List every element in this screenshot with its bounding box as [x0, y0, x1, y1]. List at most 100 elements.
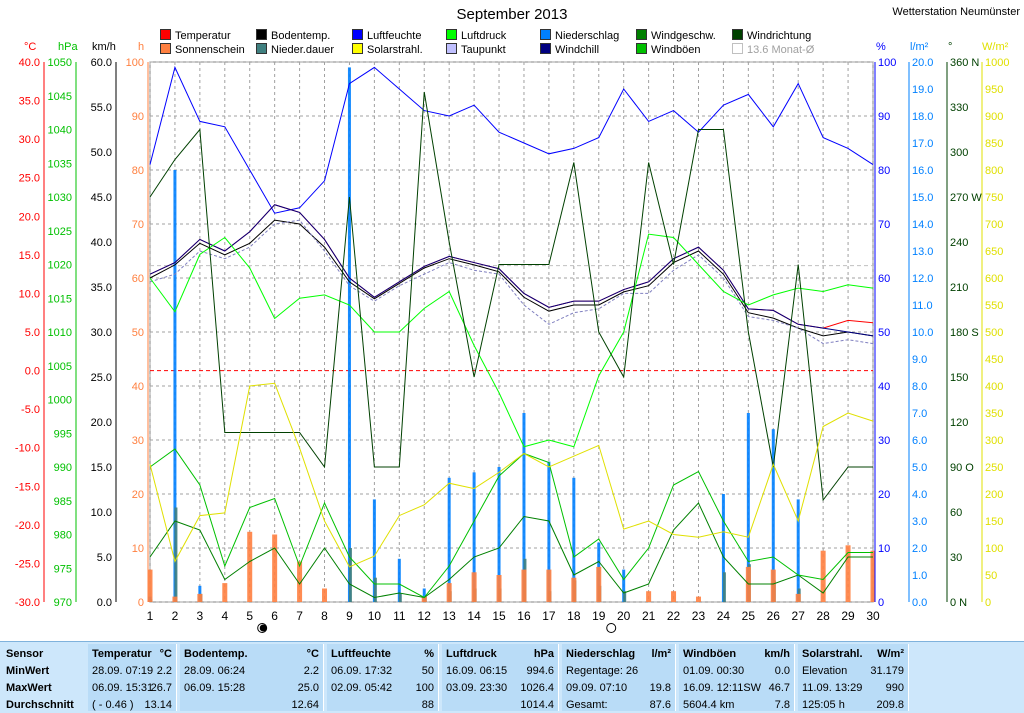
bar-niederschlag — [572, 477, 576, 602]
legend-swatch — [732, 43, 743, 54]
legend-item: Windböen — [636, 43, 701, 56]
stats-panel-title: Windböen — [683, 648, 737, 660]
series-windgeschw — [149, 502, 873, 599]
y-tick-label: 60 — [950, 507, 962, 519]
legend-swatch — [256, 43, 267, 54]
y-tick-label: 6.0 — [912, 435, 927, 447]
y-tick-label: 1045 — [48, 91, 72, 103]
bar-sonnenschein — [820, 550, 826, 602]
y-tick-label: 70 — [132, 219, 144, 231]
y-tick-label: 1030 — [48, 192, 72, 204]
legend-swatch — [446, 43, 457, 54]
y-tick-label: 40 — [878, 381, 890, 393]
stats-cell-label: 16.09. 12:11SW — [683, 682, 762, 694]
weather-chart: 1 2 3 4 5 6 7 8 9 10 11 12 13 14 15 16 17 18 19 20 21 22 23 24 2… — [15, 41, 1009, 633]
x-tick-label: 12 — [418, 609, 432, 623]
y-tick-label: 5.0 — [912, 462, 927, 474]
bar-niederschlag — [771, 429, 775, 602]
axis-unit-label: % — [876, 41, 886, 53]
y-tick-label: 1025 — [48, 226, 72, 238]
bar-niederschlag — [721, 494, 725, 602]
legend-label: Solarstrahl. — [367, 44, 423, 56]
y-tick-label: 980 — [54, 530, 72, 542]
stats-panel: Luftdruck hPa 16.09. 06:15 994.6 03.09. 23:3… — [442, 644, 559, 711]
y-tick-label: 20.0 — [912, 57, 933, 69]
y-tick-label: 30 — [132, 435, 144, 447]
legend-item: Temperatur — [160, 29, 231, 42]
y-tick-label: 50.0 — [91, 147, 112, 159]
stats-cell-value: 13.14 — [144, 699, 172, 711]
y-tick-label: 1020 — [48, 260, 72, 272]
stats-row-label: MaxWert — [6, 682, 52, 694]
y-tick-label: 985 — [54, 496, 72, 508]
x-tick-label: 19 — [592, 609, 606, 623]
stats-panel-title: Niederschlag — [566, 648, 636, 660]
x-tick-label: 18 — [567, 609, 581, 623]
stats-cell-label: ( - 0.46 ) — [92, 699, 134, 711]
stats-cell-label: Elevation — [802, 665, 848, 677]
bar-sonnenschein — [770, 569, 776, 602]
x-tick-label: 8 — [321, 609, 328, 623]
y-tick-label: 0 — [138, 597, 144, 609]
bar-niederschlag — [397, 558, 401, 602]
y-tick-label: 18.0 — [912, 111, 933, 123]
legend-swatch — [540, 29, 551, 40]
y-tick-label: 15.0 — [91, 462, 112, 474]
series-bodentemp — [149, 219, 874, 337]
stats-panel-unit: hPa — [533, 648, 554, 660]
y-tick-label: 80 — [878, 165, 890, 177]
y-tick-label: 60.0 — [91, 57, 112, 69]
legend-item: 13.6 Monat-Ø — [732, 43, 814, 56]
x-tick-label: 16 — [517, 609, 531, 623]
stats-panel-title: Temperatur — [92, 648, 152, 660]
y-tick-label: 7.0 — [912, 408, 927, 420]
stats-cell-value: 2.2 — [303, 665, 319, 677]
y-tick-label: 1035 — [48, 158, 72, 170]
stats-cell-value: 31.179 — [870, 665, 904, 677]
x-tick-label: 24 — [717, 609, 731, 623]
legend-swatch — [160, 43, 171, 54]
bar-niederschlag — [622, 569, 626, 602]
x-tick-label: 20 — [617, 609, 631, 623]
y-tick-label: -15.0 — [15, 481, 40, 493]
bar-niederschlag — [796, 499, 800, 602]
stats-panel-unit: % — [424, 648, 434, 660]
stats-cell-value: 19.8 — [649, 682, 671, 694]
bar-sonnenschein — [147, 569, 153, 602]
y-tick-label: 13.0 — [912, 246, 933, 258]
y-tick-label: 50 — [878, 327, 890, 339]
y-tick-label: 20 — [878, 489, 890, 501]
y-tick-label: 180 S — [950, 327, 979, 339]
y-tick-label: 25.0 — [19, 173, 40, 185]
x-tick-label: 10 — [368, 609, 382, 623]
y-tick-label: 750 — [985, 192, 1003, 204]
y-tick-label: 0.0 — [25, 366, 40, 378]
bar-niederdauer — [174, 507, 178, 602]
y-tick-label: 20 — [132, 489, 144, 501]
y-tick-label: 970 — [54, 597, 72, 609]
legend-label: Luftdruck — [461, 30, 507, 42]
y-tick-label: -25.0 — [15, 558, 40, 570]
legend-swatch — [352, 43, 363, 54]
x-tick-label: 11 — [393, 609, 406, 623]
y-tick-label: 990 — [54, 462, 72, 474]
bar-sonnenschein — [546, 569, 552, 602]
bar-sonnenschein — [521, 569, 527, 602]
bar-niederschlag — [522, 413, 526, 602]
stats-panel-title: Bodentemp. — [184, 648, 248, 660]
y-tick-label: 900 — [985, 111, 1003, 123]
y-tick-label: 100 — [985, 543, 1003, 555]
legend-item: Solarstrahl. — [352, 43, 423, 56]
y-tick-label: 700 — [985, 219, 1003, 231]
y-tick-label: 400 — [985, 381, 1003, 393]
stats-cell-label: Regentage: 26 — [566, 665, 639, 677]
y-tick-label: 330 — [950, 102, 968, 114]
stats-panel: Windböen km/h 01.09. 00:30 0.0 16.09. 12:11S… — [679, 644, 795, 711]
bar-niederdauer — [348, 548, 352, 602]
stats-panel-title: Solarstrahl. — [802, 648, 863, 660]
stats-cell-label: 16.09. 06:15 — [446, 665, 508, 677]
x-tick-label: 26 — [767, 609, 781, 623]
y-tick-label: 150 — [985, 516, 1003, 528]
y-tick-label: 14.0 — [912, 219, 933, 231]
legend-item: Windchill — [540, 43, 599, 56]
